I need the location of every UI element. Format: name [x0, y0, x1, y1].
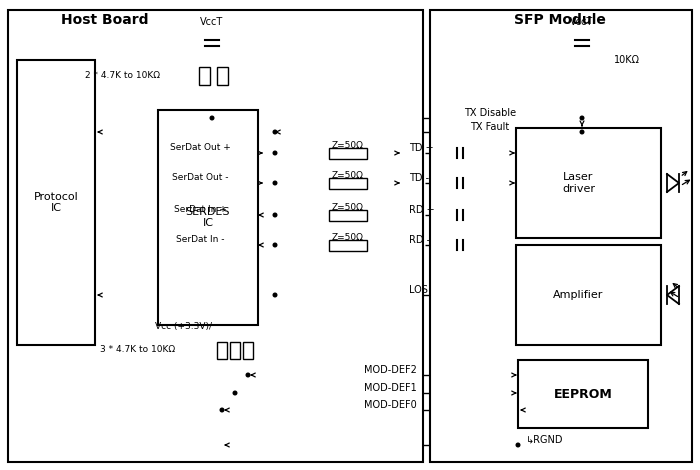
Text: MOD-DEF1: MOD-DEF1: [363, 383, 416, 393]
Text: Z=50Ω: Z=50Ω: [332, 171, 364, 180]
Circle shape: [246, 373, 250, 377]
Bar: [329, 178, 367, 188]
Circle shape: [210, 116, 214, 120]
Text: SERDES
IC: SERDES IC: [186, 207, 230, 228]
Circle shape: [273, 151, 276, 155]
Text: SerDat Out +: SerDat Out +: [169, 142, 230, 151]
Bar: [17, 60, 95, 345]
Bar: [199, 67, 209, 85]
Text: Z=50Ω: Z=50Ω: [332, 203, 364, 212]
Circle shape: [233, 391, 237, 395]
Text: Host Board: Host Board: [62, 13, 148, 27]
Bar: [329, 148, 367, 158]
Circle shape: [273, 130, 276, 134]
Text: VccT: VccT: [200, 17, 223, 27]
Text: Amplifier: Amplifier: [553, 290, 603, 300]
Bar: [230, 342, 240, 359]
Text: ↳RGND: ↳RGND: [526, 434, 564, 444]
Text: TX Disable: TX Disable: [464, 108, 516, 118]
Bar: [217, 342, 227, 359]
Text: Protocol
IC: Protocol IC: [34, 192, 78, 213]
Bar: [430, 10, 692, 462]
Text: TX Fault: TX Fault: [470, 122, 510, 132]
Text: MOD-DEF0: MOD-DEF0: [363, 400, 416, 410]
Text: TD +: TD +: [409, 143, 433, 153]
Text: 2 * 4.7K to 10KΩ: 2 * 4.7K to 10KΩ: [85, 71, 160, 80]
Circle shape: [273, 213, 276, 217]
Text: MOD-DEF2: MOD-DEF2: [363, 365, 416, 375]
Text: Z=50Ω: Z=50Ω: [332, 233, 364, 242]
Text: Laser
driver: Laser driver: [562, 172, 595, 194]
Bar: [518, 360, 648, 428]
Text: RD -: RD -: [409, 235, 430, 245]
Bar: [158, 110, 258, 325]
Text: SerDat In -: SerDat In -: [176, 235, 224, 243]
Bar: [329, 210, 367, 220]
Bar: [243, 342, 253, 359]
Circle shape: [580, 116, 584, 120]
Circle shape: [516, 443, 520, 447]
Circle shape: [273, 243, 276, 247]
Circle shape: [580, 130, 584, 134]
Text: SFP Module: SFP Module: [514, 13, 606, 27]
Bar: [329, 240, 367, 251]
Circle shape: [273, 181, 276, 185]
Text: 3 * 4.7K to 10KΩ: 3 * 4.7K to 10KΩ: [100, 345, 175, 354]
Text: Z=50Ω: Z=50Ω: [332, 141, 364, 149]
Text: 10KΩ: 10KΩ: [614, 55, 640, 65]
Text: SerDat Out -: SerDat Out -: [172, 172, 228, 181]
Bar: [516, 128, 661, 238]
Text: RD +: RD +: [409, 205, 435, 215]
Text: TD -: TD -: [409, 173, 429, 183]
Bar: [516, 245, 661, 345]
Circle shape: [220, 408, 224, 412]
Text: Vcc (+3.3V)/: Vcc (+3.3V)/: [155, 322, 212, 331]
Circle shape: [273, 293, 276, 297]
Text: LOS: LOS: [409, 285, 428, 295]
Text: EEPROM: EEPROM: [554, 387, 612, 400]
Text: VccT: VccT: [570, 17, 594, 27]
Text: SerDat In +: SerDat In +: [174, 204, 226, 213]
Bar: [8, 10, 423, 462]
Bar: [216, 67, 228, 85]
